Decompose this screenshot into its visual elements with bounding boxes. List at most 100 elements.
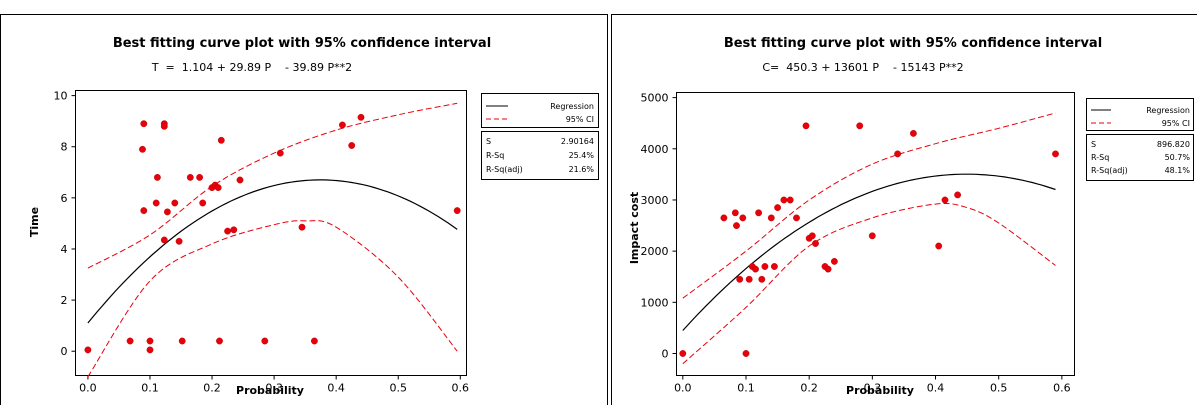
data-point bbox=[720, 214, 728, 222]
stat-value: 896.820 bbox=[1157, 140, 1190, 149]
ci-upper-line bbox=[682, 112, 1056, 299]
legend-box bbox=[481, 93, 599, 128]
x-axis-label: Probability bbox=[236, 384, 304, 397]
data-point bbox=[780, 196, 788, 204]
y-tick-label: 0 bbox=[662, 347, 669, 360]
x-tick-label: 0.5 bbox=[389, 382, 407, 395]
y-axis-label: Impact cost bbox=[628, 192, 641, 264]
ci-upper-line bbox=[87, 102, 458, 269]
data-point bbox=[139, 145, 146, 153]
data-point bbox=[910, 129, 917, 137]
data-point bbox=[186, 173, 194, 181]
x-tick-label: 0.2 bbox=[800, 382, 818, 395]
legend: Regression 95% CI S 896.820 R-Sq 50.7% R… bbox=[1086, 98, 1194, 181]
x-axis-label: Probability bbox=[846, 384, 914, 397]
data-point bbox=[276, 149, 284, 157]
data-point bbox=[160, 236, 168, 244]
plot-area: 0.0 0.1 0.2 0.3 0.4 0.5 0.6 0 2 4 6 8 10 bbox=[54, 90, 470, 395]
data-point bbox=[236, 176, 244, 184]
data-point bbox=[217, 136, 225, 144]
chart-title: Best fitting curve plot with 95% confide… bbox=[724, 36, 1102, 51]
data-point bbox=[152, 199, 160, 207]
data-point bbox=[214, 184, 222, 192]
legend-ci-label: 95% CI bbox=[566, 115, 594, 124]
data-point bbox=[338, 121, 346, 129]
data-point bbox=[745, 275, 753, 283]
y-tick-label: 4000 bbox=[641, 143, 669, 156]
stat-label: R-Sq bbox=[1091, 153, 1109, 162]
data-point bbox=[771, 263, 778, 270]
ci-lower-line bbox=[682, 202, 1056, 365]
x-tick-label: 0.5 bbox=[990, 382, 1008, 395]
data-point bbox=[761, 263, 769, 270]
plot-frame bbox=[75, 90, 467, 376]
y-tick-label: 6 bbox=[61, 192, 68, 205]
x-tick-label: 0.0 bbox=[674, 382, 692, 395]
stat-value: 21.6% bbox=[569, 165, 595, 174]
x-tick-label: 0.6 bbox=[452, 382, 470, 395]
data-point bbox=[357, 113, 365, 121]
x-tick-label: 0.3 bbox=[265, 382, 283, 395]
data-point bbox=[199, 199, 207, 207]
data-point bbox=[758, 275, 766, 283]
plot-layer: 0.0 0.1 0.2 0.3 0.4 0.5 0.6 0 2 4 6 8 10 0.0 0.1 0.2 0.3… bbox=[54, 90, 1075, 395]
stats-box bbox=[481, 131, 599, 180]
data-point bbox=[146, 346, 154, 354]
stat-value: 25.4% bbox=[569, 151, 595, 160]
y-tick-label: 5000 bbox=[641, 92, 669, 105]
data-point bbox=[196, 173, 204, 181]
data-point bbox=[733, 222, 740, 230]
x-tick-label: 0.0 bbox=[79, 382, 97, 395]
data-point bbox=[742, 350, 750, 357]
data-point bbox=[160, 122, 168, 130]
data-point bbox=[941, 196, 949, 204]
regression-line bbox=[682, 173, 1056, 331]
data-point bbox=[216, 337, 223, 345]
stat-value: 2.90164 bbox=[561, 137, 594, 146]
data-point bbox=[935, 242, 943, 250]
data-point bbox=[739, 214, 747, 222]
data-point bbox=[767, 214, 775, 222]
regression-equation: T = 1.104 + 29.89 P - 39.89 P**2 bbox=[151, 61, 352, 74]
data-point bbox=[786, 196, 794, 204]
y-tick-label: 2 bbox=[61, 294, 68, 307]
x-tick-label: 0.3 bbox=[864, 382, 882, 395]
regression-line bbox=[87, 179, 458, 324]
data-point bbox=[954, 191, 961, 199]
data-point bbox=[1052, 150, 1059, 158]
stat-value: 48.1% bbox=[1165, 166, 1191, 175]
x-tick-label: 0.2 bbox=[203, 382, 221, 395]
data-point bbox=[146, 337, 154, 345]
data-point bbox=[171, 199, 179, 207]
legend-box bbox=[1086, 98, 1194, 131]
x-tick-label: 0.4 bbox=[927, 382, 945, 395]
data-point bbox=[175, 237, 183, 245]
plot-frame bbox=[676, 92, 1075, 376]
data-point bbox=[679, 350, 687, 357]
stat-label: S bbox=[1091, 140, 1096, 149]
data-point bbox=[453, 207, 461, 215]
data-point bbox=[774, 204, 781, 212]
x-tick-label: 0.4 bbox=[327, 382, 345, 395]
data-point bbox=[831, 257, 838, 265]
data-point bbox=[755, 209, 762, 217]
data-point bbox=[824, 265, 832, 273]
x-tick-label: 0.1 bbox=[141, 382, 159, 395]
stat-label: R-Sq(adj) bbox=[1091, 166, 1128, 175]
data-point bbox=[868, 232, 876, 240]
data-point bbox=[808, 232, 816, 240]
data-point bbox=[310, 337, 318, 345]
data-point bbox=[802, 122, 810, 130]
data-point bbox=[731, 209, 739, 217]
x-tick-label: 0.1 bbox=[737, 382, 755, 395]
legend: Regression 95% CI S 2.90164 R-Sq 25.4% R… bbox=[481, 93, 599, 180]
data-point bbox=[153, 173, 161, 181]
data-point bbox=[163, 208, 171, 216]
chart-title: Best fitting curve plot with 95% confide… bbox=[113, 36, 491, 51]
data-point bbox=[812, 240, 819, 247]
y-axis-label: Time bbox=[28, 207, 41, 237]
y-tick-label: 1000 bbox=[641, 296, 669, 309]
data-point bbox=[140, 207, 148, 215]
data-point bbox=[140, 120, 148, 128]
